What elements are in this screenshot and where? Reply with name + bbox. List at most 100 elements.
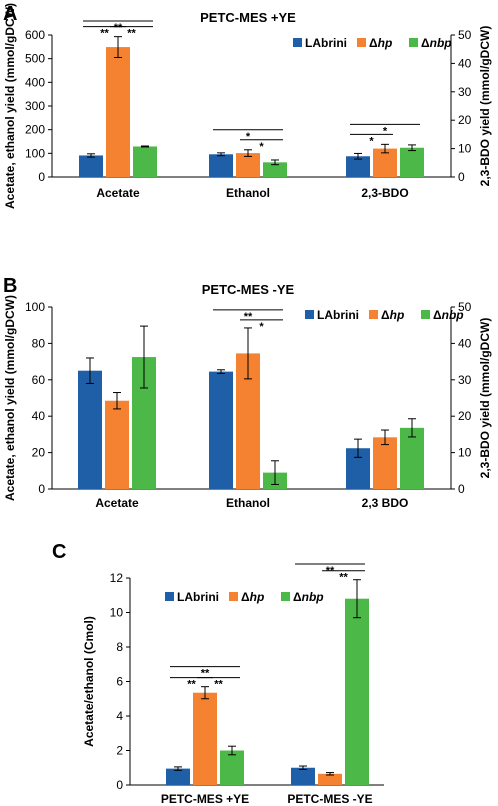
- legend-label: Δhp: [241, 590, 264, 604]
- y-tick-label: 10: [110, 606, 124, 620]
- category-label: Ethanol: [226, 186, 270, 200]
- legend-swatch: [409, 38, 418, 47]
- legend-swatch: [165, 592, 174, 601]
- bar: [318, 773, 342, 785]
- significance-label: *: [246, 131, 251, 143]
- legend-label: LAbrini: [305, 36, 347, 50]
- significance-label: *: [369, 135, 374, 147]
- significance-label: **: [114, 22, 123, 34]
- bar: [263, 162, 287, 177]
- legend-label: Δnbp: [293, 590, 324, 604]
- legend-label: LAbrini: [177, 590, 219, 604]
- panel-letter: C: [52, 541, 66, 563]
- y2-tick-label: 40: [458, 56, 472, 70]
- significance-label: *: [259, 141, 264, 153]
- bar: [133, 146, 157, 177]
- legend-swatch: [357, 38, 366, 47]
- y-tick-label: 80: [32, 336, 46, 350]
- bar: [79, 155, 103, 177]
- y-axis-title: Acetate/ethanol (Cmol): [82, 616, 96, 747]
- bar: [209, 154, 233, 177]
- significance-label: **: [127, 28, 136, 40]
- bar: [345, 598, 369, 785]
- y-tick-label: 0: [38, 482, 45, 496]
- y-tick-label: 12: [110, 571, 124, 585]
- y-axis-title: Acetate, ethanol yield (mmol/gDCW): [3, 295, 17, 501]
- chart-title: PETC-MES +YE: [200, 10, 296, 25]
- y-tick-label: 100: [25, 300, 45, 314]
- y2-tick-label: 20: [458, 113, 472, 127]
- y2-tick-label: 0: [458, 482, 465, 496]
- y-tick-label: 200: [25, 123, 45, 137]
- category-label: Acetate: [96, 186, 140, 200]
- category-label: 2,3-BDO: [361, 186, 408, 200]
- bar: [209, 371, 233, 489]
- bar: [78, 370, 102, 489]
- category-label: PETC-MES -YE: [287, 792, 372, 806]
- legend-swatch: [421, 310, 430, 319]
- y2-tick-label: 10: [458, 142, 472, 156]
- bar: [236, 153, 260, 177]
- legend-swatch: [293, 38, 302, 47]
- category-label: Ethanol: [226, 496, 270, 510]
- y-tick-label: 400: [25, 75, 45, 89]
- significance-label: *: [383, 125, 388, 137]
- chart-title: PETC-MES -YE: [202, 282, 295, 297]
- bar: [400, 427, 424, 489]
- y-tick-label: 300: [25, 99, 45, 113]
- y-tick-label: 500: [25, 52, 45, 66]
- significance-label: **: [187, 679, 196, 691]
- legend-swatch: [281, 592, 290, 601]
- y2-tick-label: 50: [458, 28, 472, 42]
- bar: [291, 767, 315, 785]
- bar: [105, 400, 129, 489]
- y2-axis-title: 2,3-BDO yield (mmol/gDCW): [478, 26, 492, 187]
- legend-swatch: [369, 310, 378, 319]
- category-label: 2,3 BDO: [362, 496, 409, 510]
- significance-label: **: [339, 572, 348, 584]
- legend-swatch: [229, 592, 238, 601]
- y-tick-label: 600: [25, 28, 45, 42]
- category-label: PETC-MES +YE: [161, 792, 249, 806]
- y-tick-label: 6: [116, 675, 123, 689]
- bar: [400, 147, 424, 177]
- y2-tick-label: 30: [458, 85, 472, 99]
- significance-label: **: [214, 679, 223, 691]
- y2-tick-label: 20: [458, 409, 472, 423]
- y2-tick-label: 50: [458, 300, 472, 314]
- y-tick-label: 0: [38, 170, 45, 184]
- bar: [373, 437, 397, 489]
- y-tick-label: 0: [116, 778, 123, 792]
- significance-label: **: [100, 28, 109, 40]
- legend-swatch: [305, 310, 314, 319]
- y2-tick-label: 40: [458, 336, 472, 350]
- legend-label: Δnbp: [421, 36, 452, 50]
- bar: [346, 156, 370, 177]
- bar: [106, 47, 130, 177]
- significance-label: *: [259, 321, 264, 333]
- y2-axis-title: 2,3-BDO yield (mmol/gDCW): [478, 318, 492, 479]
- significance-label: **: [201, 668, 210, 680]
- y-tick-label: 20: [32, 446, 46, 460]
- y-tick-label: 2: [116, 744, 123, 758]
- y-tick-label: 60: [32, 373, 46, 387]
- legend-label: Δnbp: [433, 308, 464, 322]
- y2-tick-label: 0: [458, 170, 465, 184]
- legend-label: LAbrini: [317, 308, 359, 322]
- category-label: Acetate: [95, 496, 139, 510]
- bar: [193, 692, 217, 785]
- legend-label: Δhp: [369, 36, 392, 50]
- y2-tick-label: 30: [458, 373, 472, 387]
- significance-label: **: [244, 311, 253, 323]
- legend-label: Δhp: [381, 308, 404, 322]
- y2-tick-label: 10: [458, 446, 472, 460]
- panel-letter: A: [3, 3, 17, 25]
- y-tick-label: 4: [116, 709, 123, 723]
- y-tick-label: 100: [25, 146, 45, 160]
- bar: [166, 768, 190, 785]
- panel-letter: B: [3, 275, 17, 297]
- y-tick-label: 40: [32, 409, 46, 423]
- y-axis-title: Acetate, ethanol yield (mmol/gDCW): [3, 3, 17, 209]
- y-tick-label: 8: [116, 640, 123, 654]
